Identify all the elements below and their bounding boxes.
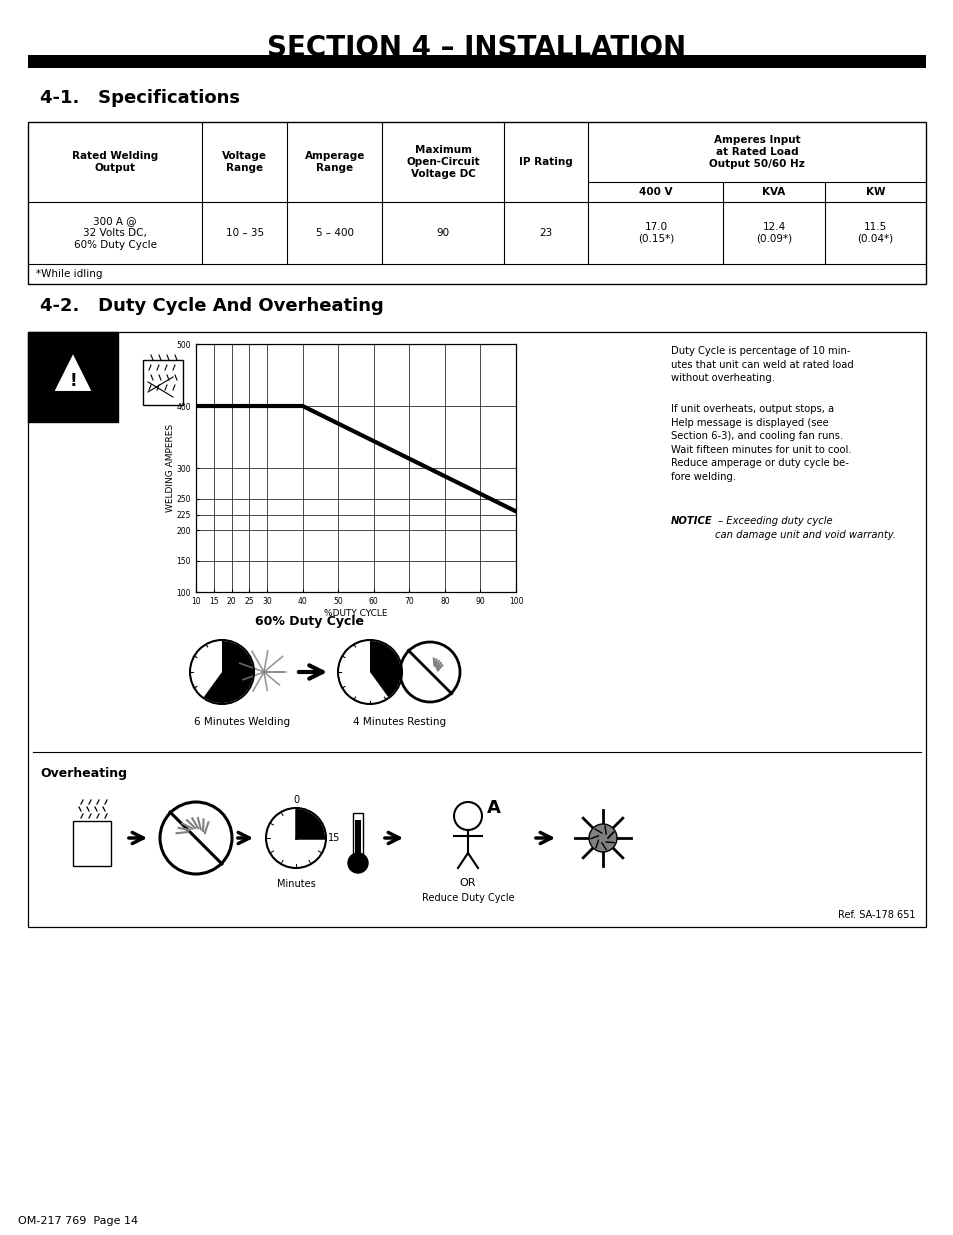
Text: 400 V: 400 V	[639, 186, 672, 198]
Text: 5 – 400: 5 – 400	[315, 228, 354, 238]
Text: 6 Minutes Welding: 6 Minutes Welding	[193, 718, 290, 727]
Wedge shape	[204, 641, 253, 703]
Text: *While idling: *While idling	[36, 269, 102, 279]
Text: 300 A @
32 Volts DC,
60% Duty Cycle: 300 A @ 32 Volts DC, 60% Duty Cycle	[73, 216, 156, 249]
Polygon shape	[53, 352, 92, 391]
Text: 15: 15	[328, 832, 340, 844]
X-axis label: %DUTY CYCLE: %DUTY CYCLE	[324, 609, 387, 618]
Text: NOTICE: NOTICE	[670, 516, 712, 526]
Text: Rated Welding
Output: Rated Welding Output	[72, 151, 158, 173]
Text: 4-2.   Duty Cycle And Overheating: 4-2. Duty Cycle And Overheating	[40, 296, 383, 315]
Text: OM-217 769  Page 14: OM-217 769 Page 14	[18, 1216, 138, 1226]
Text: Minutes: Minutes	[276, 879, 315, 889]
Text: A: A	[487, 799, 500, 818]
Text: Amperage
Range: Amperage Range	[304, 151, 364, 173]
Text: Reduce Duty Cycle: Reduce Duty Cycle	[421, 893, 514, 903]
Text: 4-1.   Specifications: 4-1. Specifications	[40, 89, 240, 107]
Text: If unit overheats, output stops, a
Help message is displayed (see
Section 6-3), : If unit overheats, output stops, a Help …	[670, 404, 851, 482]
Bar	[353, 813, 363, 858]
Text: KW: KW	[864, 186, 884, 198]
Bar	[28, 332, 925, 927]
Wedge shape	[370, 641, 400, 697]
Text: 4 Minutes Resting: 4 Minutes Resting	[353, 718, 446, 727]
Text: Overheating: Overheating	[40, 767, 127, 781]
Text: IP Rating: IP Rating	[518, 157, 573, 167]
Circle shape	[588, 824, 617, 852]
Text: 17.0
(0.15*): 17.0 (0.15*)	[638, 222, 674, 243]
Text: Amperes Input
at Rated Load
Output 50/60 Hz: Amperes Input at Rated Load Output 50/60…	[708, 136, 804, 169]
Text: 0: 0	[293, 795, 298, 805]
Bar	[28, 122, 925, 284]
Text: Maximum
Open-Circuit
Voltage DC: Maximum Open-Circuit Voltage DC	[406, 146, 479, 179]
Bar	[28, 332, 118, 422]
Text: Voltage
Range: Voltage Range	[222, 151, 267, 173]
Text: SECTION 4 – INSTALLATION: SECTION 4 – INSTALLATION	[267, 35, 686, 62]
Text: 12.4
(0.09*): 12.4 (0.09*)	[755, 222, 791, 243]
Text: !: !	[70, 372, 77, 390]
Bar	[73, 821, 111, 866]
Text: Ref. SA-178 651: Ref. SA-178 651	[838, 910, 915, 920]
Text: 11.5
(0.04*): 11.5 (0.04*)	[857, 222, 893, 243]
Text: KVA: KVA	[761, 186, 785, 198]
Text: Duty Cycle is percentage of 10 min-
utes that unit can weld at rated load
withou: Duty Cycle is percentage of 10 min- utes…	[670, 346, 853, 383]
Circle shape	[348, 853, 368, 873]
Text: 23: 23	[539, 228, 552, 238]
Bar	[143, 359, 183, 405]
Text: OR: OR	[459, 878, 476, 888]
Text: 10 – 35: 10 – 35	[225, 228, 263, 238]
Bar	[355, 820, 360, 858]
Text: – Exceeding duty cycle
can damage unit and void warranty.: – Exceeding duty cycle can damage unit a…	[714, 516, 895, 540]
Wedge shape	[295, 809, 325, 839]
Text: 90: 90	[436, 228, 449, 238]
Text: 60% Duty Cycle: 60% Duty Cycle	[255, 615, 364, 629]
Y-axis label: WELDING AMPERES: WELDING AMPERES	[166, 424, 175, 513]
Bar	[28, 56, 925, 68]
